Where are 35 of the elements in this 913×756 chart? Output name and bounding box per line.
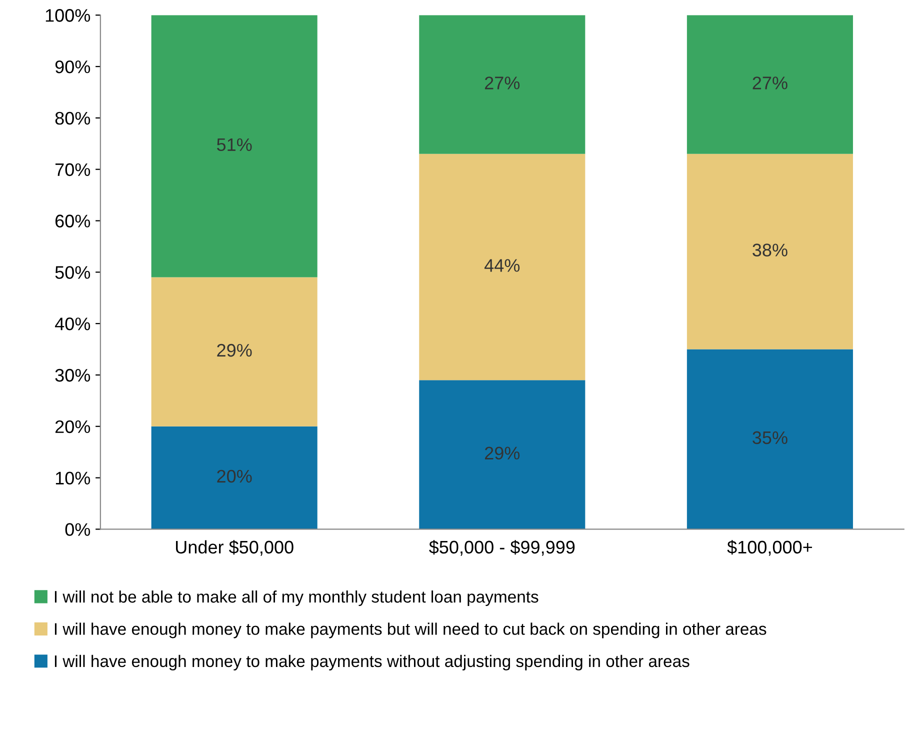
y-tick-label: 90% xyxy=(55,60,90,74)
data-label: 44% xyxy=(484,259,520,272)
bar xyxy=(686,15,853,154)
x-tick-label: $100,000+ xyxy=(727,540,812,556)
bar xyxy=(419,380,586,530)
data-label: 27% xyxy=(752,76,788,90)
bar xyxy=(686,349,853,530)
y-tick-label: 70% xyxy=(55,163,90,176)
data-label: 51% xyxy=(216,138,252,152)
y-tick-label: 30% xyxy=(55,368,90,382)
y-tick-label: 40% xyxy=(54,318,90,330)
x-tick-label: Under $50,000 xyxy=(176,540,294,556)
y-tick-label: 60% xyxy=(55,214,90,228)
data-label: 35% xyxy=(752,431,788,444)
y-tick-label: 100% xyxy=(46,9,90,22)
legend-label: I will not be able to make all of my monthly student loan payments xyxy=(54,590,538,606)
y-tick-label: 80% xyxy=(55,112,90,125)
y-tick-label: 20% xyxy=(55,420,90,434)
bar xyxy=(419,154,586,380)
legend-label: I will have enough money to make payments without adjusting spending in other areas xyxy=(54,654,690,670)
bar xyxy=(419,15,586,154)
data-label: 38% xyxy=(752,244,788,256)
y-tick-label: 50% xyxy=(55,266,90,279)
data-label: 27% xyxy=(484,76,520,90)
y-tick-label: 10% xyxy=(56,472,90,485)
bar xyxy=(686,154,853,350)
bar xyxy=(151,277,318,426)
data-label: 29% xyxy=(217,344,252,357)
data-label: 29% xyxy=(484,446,520,460)
bar xyxy=(151,15,318,278)
y-tick-label: 0% xyxy=(65,523,90,536)
bar xyxy=(151,426,318,530)
x-tick-label: $50,000 - $99,999 xyxy=(429,540,575,556)
data-label: 20% xyxy=(217,470,252,483)
legend-label: I will have enough money to make payments but will need to cut back on spending in other areas xyxy=(54,622,766,638)
